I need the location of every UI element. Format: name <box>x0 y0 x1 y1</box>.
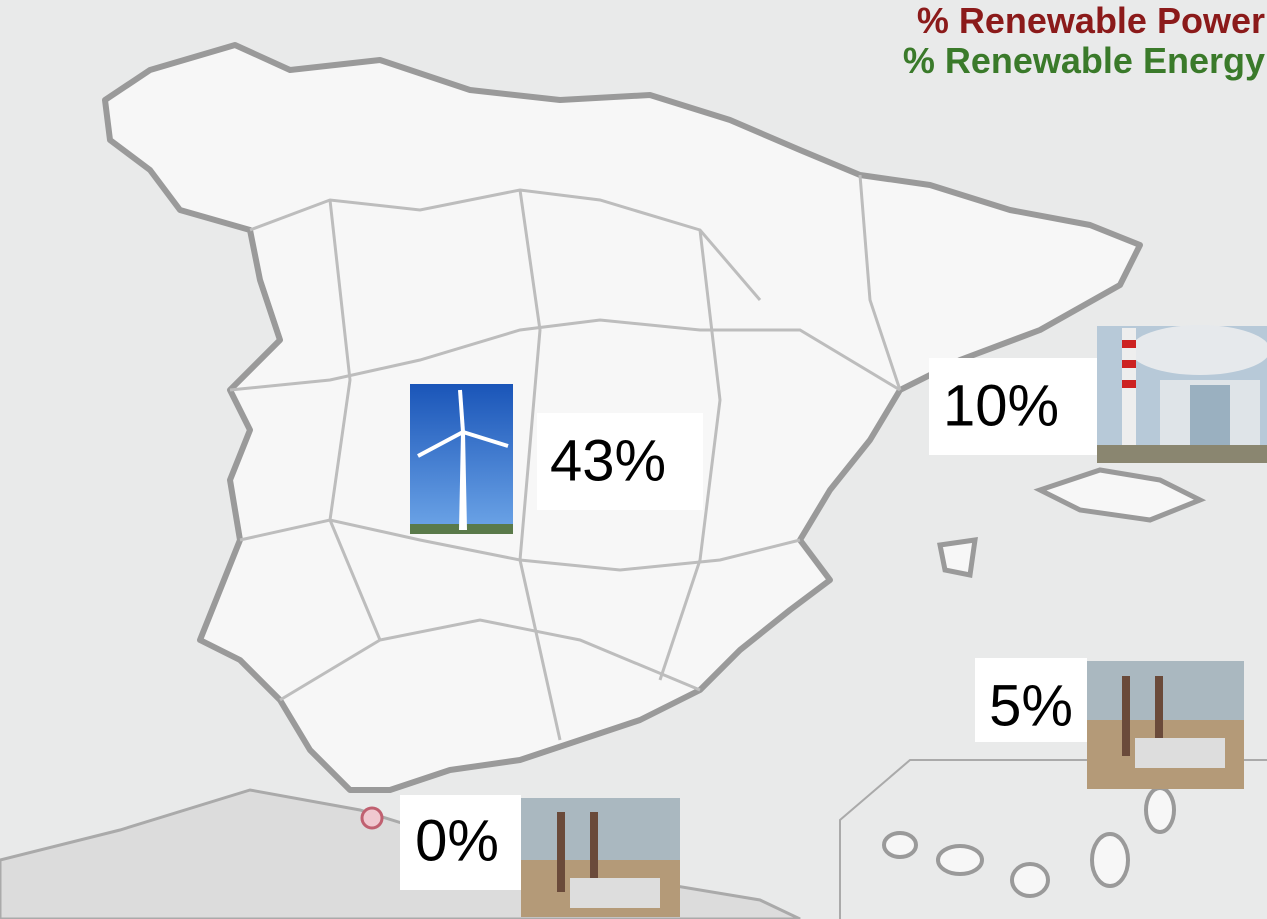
power-plant-photo <box>1097 325 1267 463</box>
legend-power: % Renewable Power <box>917 0 1265 41</box>
power-plant-photo <box>521 798 680 917</box>
power-plant-photo <box>1087 661 1244 789</box>
percent-label: 0% <box>415 808 499 873</box>
wind-turbine-photo <box>410 384 513 534</box>
percent-label: 10% <box>943 373 1059 438</box>
percent-label: 43% <box>550 428 666 493</box>
legend-energy: % Renewable Energy <box>903 40 1265 81</box>
map: % Renewable Power % Renewable Energy 43%… <box>0 0 1267 919</box>
percent-label: 5% <box>989 673 1073 738</box>
page: {"legend": {"power": "% Renewable Power"… <box>0 0 1267 919</box>
gibraltar-marker <box>362 808 382 828</box>
